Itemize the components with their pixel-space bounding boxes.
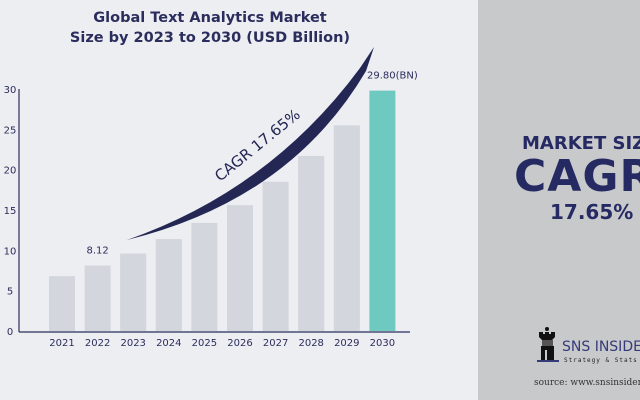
y-tick-label: 25 [4,125,17,136]
y-tick-label: 30 [4,85,17,96]
cagr-value: 17.65% [550,200,634,224]
x-tick-label: 2021 [49,338,74,349]
brand-name: SNS INSIDER [562,339,640,355]
side-panel: MARKET SIZE CAGR 17.65% SNS INSIDER Stra… [478,0,640,400]
y-tick-label: 0 [7,327,13,338]
bar-2028 [298,155,325,331]
bar-2029 [333,125,360,331]
bar-2030 [369,90,396,331]
chart-title-line-2: Size by 2023 to 2030 (USD Billion) [69,30,351,46]
x-tick-label: 2025 [192,338,217,349]
y-tick-label: 10 [4,246,17,257]
bar-2026 [227,205,253,331]
y-tick-label: 20 [4,166,17,177]
x-tick-label: 2024 [156,338,181,349]
bar-2024 [155,239,182,331]
x-tick-label: 2030 [370,338,395,349]
chart-title: Global Text Analytics Market Size by 202… [60,8,360,48]
chart-title-line-1: Global Text Analytics Market [93,10,327,26]
x-tick-label: 2026 [227,338,252,349]
cagr-label: CAGR [514,151,640,202]
bar-2022 [84,265,111,331]
bar-2023 [120,253,147,331]
x-tick-label: 2027 [263,338,288,349]
source-text: source: www.snsinsider.com [534,378,640,388]
x-tick-label: 2023 [120,338,145,349]
bar-2027 [262,181,289,331]
data-label-2030: 29.80(BN) [367,71,418,82]
bar-2025 [191,222,218,331]
x-tick-label: 2022 [85,338,110,349]
brand-tagline: Strategy & Stats [564,357,638,364]
y-tick-label: 5 [7,287,13,298]
x-tick-label: 2028 [298,338,323,349]
market-size-label: MARKET SIZE [522,133,640,154]
y-tick-label: 15 [4,206,17,217]
bar-2021 [49,276,75,331]
sns-insider-logo-icon [537,327,559,362]
data-label-2022: 8.12 [86,245,108,256]
x-tick-label: 2029 [334,338,359,349]
